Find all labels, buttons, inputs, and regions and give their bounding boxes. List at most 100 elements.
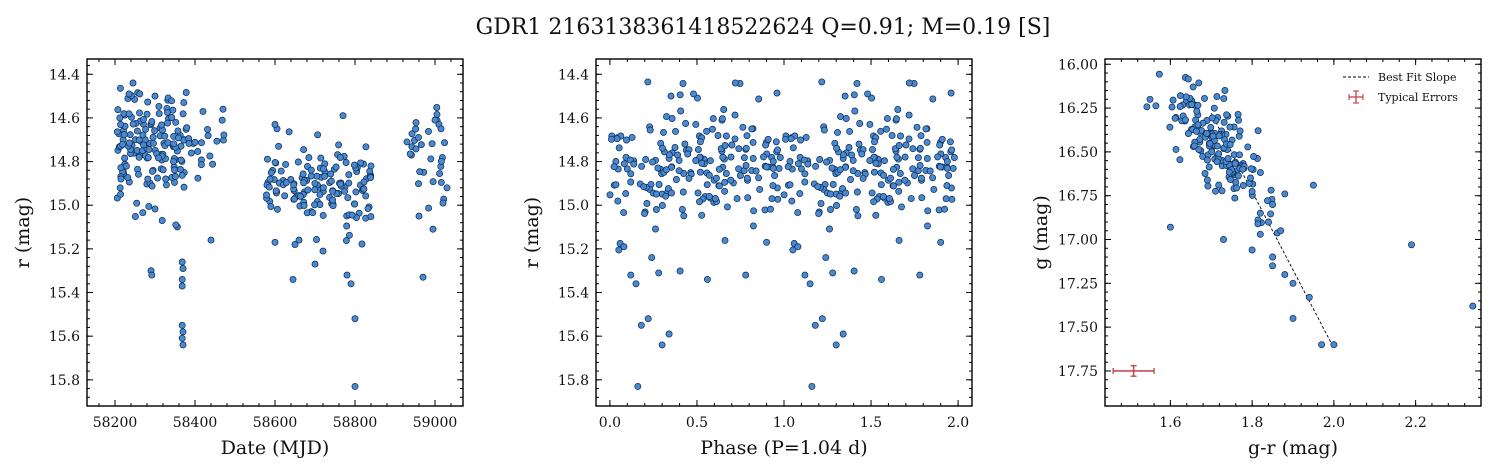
data-point (321, 172, 329, 180)
data-point (271, 121, 279, 128)
data-point (194, 147, 202, 155)
data-point (846, 127, 854, 135)
data-point (206, 152, 214, 160)
y-tick-label: 14.6 (558, 111, 589, 127)
data-point (367, 174, 375, 182)
data-point (311, 179, 319, 187)
data-point (721, 187, 729, 195)
data-point (817, 200, 825, 207)
data-point (841, 92, 849, 100)
data-point (808, 382, 816, 390)
data-point (317, 154, 325, 162)
data-point (836, 192, 844, 200)
data-point (768, 195, 776, 203)
data-point (794, 243, 802, 251)
data-point (204, 132, 212, 140)
data-point (924, 207, 932, 215)
data-point (804, 160, 812, 168)
data-point (769, 182, 777, 190)
data-point (847, 176, 854, 183)
data-point (832, 341, 840, 349)
data-point (667, 92, 675, 100)
data-point (1207, 123, 1215, 131)
data-point (437, 157, 445, 165)
data-point (172, 221, 180, 229)
data-point (305, 154, 313, 162)
data-point (775, 164, 783, 172)
data-point (135, 170, 142, 178)
data-point (705, 193, 713, 200)
data-point (345, 171, 353, 179)
data-point (265, 183, 273, 191)
data-point (187, 149, 195, 157)
data-point (139, 131, 147, 139)
data-point (358, 240, 366, 248)
data-point (839, 330, 847, 338)
data-point (1256, 230, 1264, 238)
data-point (789, 246, 797, 254)
data-point (620, 243, 628, 251)
data-point (1155, 70, 1163, 78)
data-point (773, 89, 781, 97)
data-point (866, 157, 874, 165)
data-point (638, 162, 646, 170)
data-point (207, 236, 215, 244)
data-point (1226, 141, 1234, 149)
data-point (311, 201, 319, 209)
data-point (706, 157, 714, 165)
data-point (1218, 187, 1226, 195)
data-point (620, 160, 628, 168)
y-tick-label: 15.0 (49, 198, 80, 214)
data-point (327, 177, 335, 185)
data-point (851, 107, 859, 115)
data-point (332, 163, 340, 171)
data-point (164, 119, 171, 127)
data-point (183, 124, 191, 132)
data-point (1233, 184, 1241, 192)
data-point (676, 267, 684, 275)
data-point (818, 78, 826, 86)
legend: Best Fit Slope Typical Errors (1343, 71, 1458, 104)
data-point (646, 126, 654, 134)
data-point (158, 121, 166, 129)
data-point (644, 315, 652, 323)
data-point (1188, 101, 1196, 109)
data-point (1239, 182, 1247, 189)
data-point (178, 282, 186, 290)
x-tick-label: 59000 (413, 415, 458, 431)
data-point (672, 176, 680, 183)
data-point (806, 280, 814, 288)
data-point (1184, 130, 1192, 137)
data-point (148, 271, 156, 279)
data-point (788, 197, 796, 205)
data-point (818, 315, 826, 323)
data-point (116, 184, 124, 192)
data-point (937, 238, 945, 246)
data-point (263, 191, 270, 199)
data-point (1182, 93, 1190, 101)
data-point (327, 170, 335, 178)
x-tick-label: 2.0 (1323, 415, 1345, 431)
data-point (918, 194, 926, 202)
data-point (281, 192, 289, 200)
data-point (716, 182, 723, 190)
data-point (1244, 143, 1252, 151)
data-point (896, 170, 904, 177)
data-point (736, 172, 744, 179)
data-point (926, 167, 934, 175)
data-point (946, 138, 954, 146)
data-point (316, 191, 324, 199)
data-point (855, 140, 863, 148)
data-point (889, 165, 897, 173)
data-point (290, 195, 298, 203)
data-point (812, 162, 820, 170)
data-point (950, 154, 958, 161)
data-point (264, 155, 271, 163)
data-point (895, 178, 903, 186)
data-point (864, 90, 872, 98)
data-point (883, 125, 890, 133)
data-point (853, 188, 861, 196)
data-point (943, 164, 951, 172)
data-point (319, 211, 327, 219)
data-point (917, 132, 925, 140)
